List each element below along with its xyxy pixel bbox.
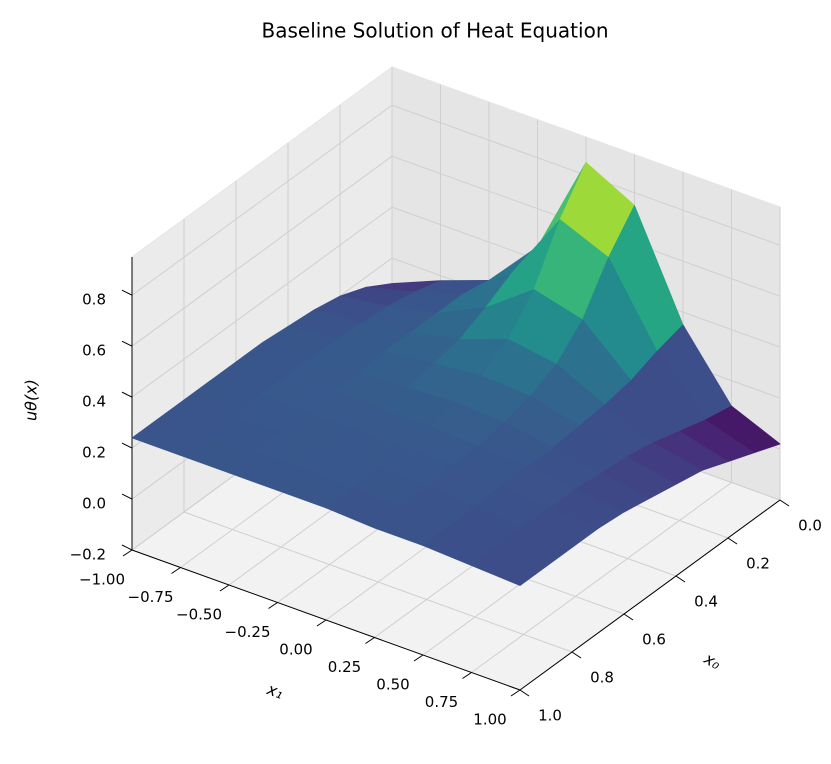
tick-mark (675, 575, 686, 583)
tick-mark (413, 654, 424, 662)
tick-mark (219, 584, 230, 592)
z-tick-label: 0.6 (82, 342, 106, 360)
x-tick-label: 1.0 (538, 707, 562, 725)
tick-mark (268, 602, 278, 609)
tick-mark (510, 689, 521, 697)
grid-line (131, 155, 393, 347)
y-tick-label: −1.00 (79, 571, 125, 589)
x-tick-label: 0.2 (746, 555, 770, 573)
chart-title: Baseline Solution of Heat Equation (262, 19, 609, 43)
tick-mark (519, 689, 530, 697)
y-tick-label: 1.00 (473, 711, 506, 729)
z-tick-label: −0.2 (70, 546, 106, 564)
z-axis-label: uθ(x) (22, 379, 41, 421)
tick-mark (316, 619, 327, 627)
tick-mark (171, 567, 181, 574)
z-tick-label: 0.8 (82, 291, 106, 309)
axis-line (519, 499, 781, 691)
tick-mark (121, 391, 133, 398)
tick-mark (779, 499, 790, 507)
tick-mark (121, 493, 133, 500)
y-tick-label: 0.25 (328, 658, 361, 676)
tick-mark (122, 549, 133, 557)
x-tick-label: 0.6 (642, 631, 666, 649)
tick-mark (727, 537, 738, 545)
surface-patch (471, 546, 547, 586)
x-tick-label: 0.8 (590, 669, 614, 687)
y-tick-label: −0.75 (128, 588, 174, 606)
grid-line (131, 206, 393, 398)
tick-mark (121, 289, 133, 296)
y-tick-label: −0.25 (225, 623, 271, 641)
x-tick-label: 0.0 (798, 517, 822, 535)
z-tick-label: 0.0 (82, 495, 106, 513)
tick-mark (121, 544, 133, 551)
x-axis-label: x₀ (700, 648, 725, 673)
grid-line (131, 104, 393, 296)
tick-mark (623, 613, 634, 621)
y-axis-label: x₁ (264, 679, 286, 703)
y-tick-label: 0.50 (376, 676, 409, 694)
x-tick-label: 0.4 (694, 593, 718, 611)
y-tick-label: 0.75 (425, 693, 458, 711)
z-tick-label: 0.2 (82, 444, 106, 462)
tick-mark (365, 637, 375, 644)
z-tick-label: 0.4 (82, 393, 106, 411)
tick-mark (121, 340, 133, 347)
tick-mark (571, 651, 582, 659)
tick-mark (121, 442, 133, 449)
tick-mark (462, 672, 472, 679)
y-tick-label: −0.50 (176, 606, 222, 624)
grid-line (471, 482, 732, 673)
y-tick-label: 0.00 (279, 641, 312, 659)
